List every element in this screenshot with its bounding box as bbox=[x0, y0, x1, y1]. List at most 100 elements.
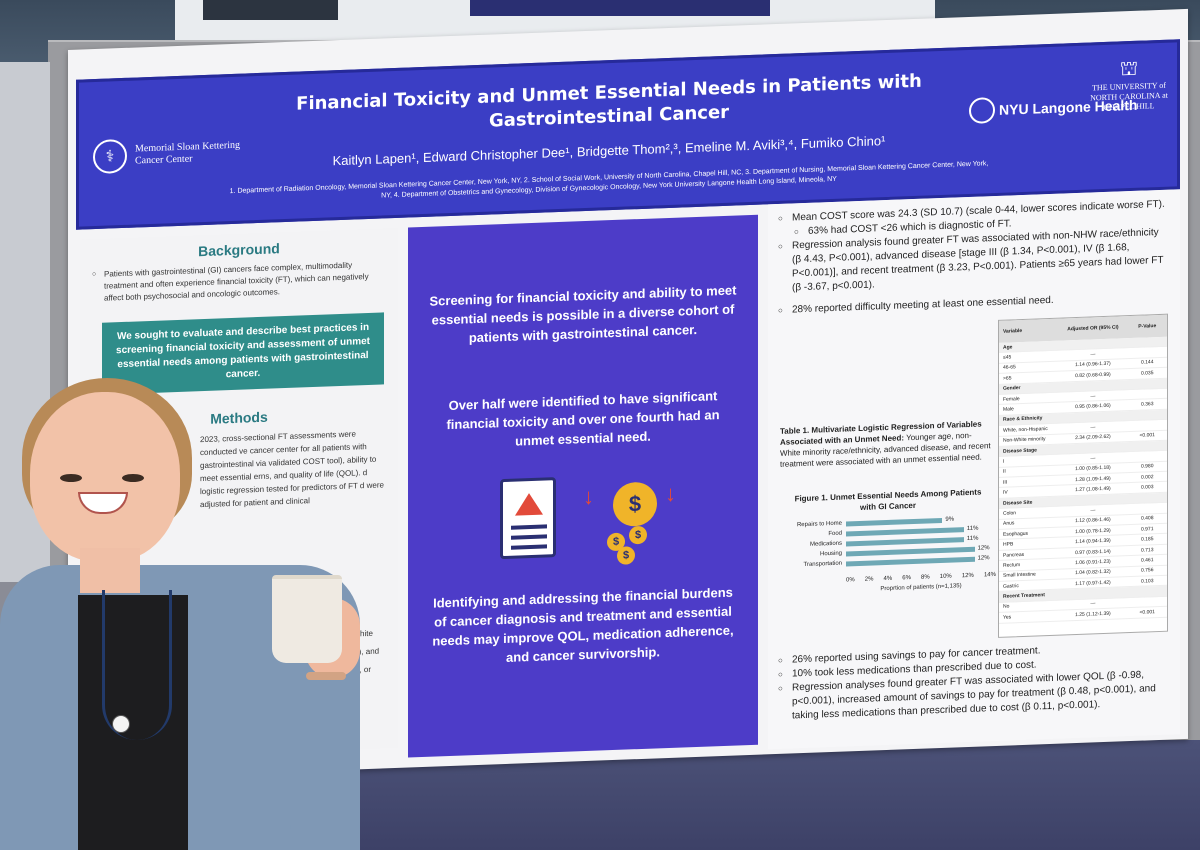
table-cell: IV bbox=[1003, 489, 1008, 496]
table-cell: 0.103 bbox=[1140, 577, 1154, 585]
table-cell: 2.34 (2.09-2.62) bbox=[1075, 433, 1111, 442]
table-cell: 0.713 bbox=[1140, 546, 1154, 554]
table-cell: <0.001 bbox=[1139, 608, 1155, 616]
table-cell: 1.14 (0.96-1.37) bbox=[1075, 361, 1111, 369]
figure-title: Figure 1. Unmet Essential Needs Among Pa… bbox=[794, 487, 982, 512]
table-cell: 0.035 bbox=[1140, 370, 1154, 377]
sign-dark-panel bbox=[203, 0, 338, 20]
table-cell: 0.363 bbox=[1140, 401, 1154, 408]
bar-value-label: 11% bbox=[966, 535, 979, 543]
nyu-torch-icon bbox=[969, 97, 995, 124]
table-cell: 1.06 (0.91-1.23) bbox=[1075, 558, 1111, 566]
key-finding-1: Screening for financial toxicity and abi… bbox=[429, 282, 737, 346]
x-tick-label: 14% bbox=[983, 571, 996, 579]
neck bbox=[80, 548, 140, 593]
odds-ratio-table: Variable Adjusted OR (95% CI) P-Value Ag… bbox=[998, 313, 1168, 638]
table-cell: 46-65 bbox=[1003, 364, 1016, 372]
table-cell: II bbox=[1003, 468, 1006, 476]
table-cell bbox=[1127, 393, 1167, 394]
poster-title: Financial Toxicity and Unmet Essential N… bbox=[279, 69, 939, 141]
table-cell: 0.002 bbox=[1140, 473, 1154, 481]
table-cell bbox=[1058, 447, 1127, 450]
table-cell: — bbox=[1090, 351, 1096, 358]
table-cell: HPB bbox=[1003, 541, 1014, 548]
paper-coffee-cup bbox=[272, 575, 342, 663]
table-cell bbox=[1127, 508, 1167, 509]
table-cell: 1.12 (0.86-1.46) bbox=[1075, 517, 1111, 525]
table-cell bbox=[1127, 414, 1167, 415]
table-cell: — bbox=[1090, 455, 1096, 462]
table-cell: 0.461 bbox=[1140, 557, 1154, 564]
msk-logo: ⚕ Memorial Sloan Kettering Cancer Center bbox=[93, 135, 245, 175]
lanyard-badge-icon bbox=[112, 715, 130, 733]
table-cell: I bbox=[1003, 458, 1005, 465]
x-axis-ticks: 0% 2% 4% 6% 8% 10% 12% 14% bbox=[846, 571, 996, 584]
results-bottom: 26% reported using savings to pay for ca… bbox=[768, 639, 1180, 724]
table-cell bbox=[1127, 591, 1167, 592]
eye bbox=[122, 474, 144, 482]
eye bbox=[60, 474, 82, 482]
table-cell bbox=[1127, 383, 1167, 384]
middle-column: Screening for financial toxicity and abi… bbox=[408, 214, 758, 758]
table-cell: Esophagus bbox=[1003, 530, 1029, 538]
table-cell: No bbox=[1003, 603, 1010, 611]
table-cell: 1.00 (0.85-1.18) bbox=[1075, 465, 1111, 473]
table-cell: 0.82 (0.68-0.99) bbox=[1075, 371, 1111, 379]
table-cell: ≤45 bbox=[1003, 354, 1012, 361]
money-bag-icon: ↓ $ ↓ $ $ $ bbox=[583, 473, 676, 565]
table-cell: — bbox=[1090, 392, 1096, 400]
sign-dark-panel bbox=[470, 0, 770, 16]
table-cell: >65 bbox=[1003, 375, 1012, 382]
table-cell: Disease Stage bbox=[1003, 447, 1037, 455]
table-cell: Male bbox=[1003, 406, 1014, 413]
table-cell: 1.00 (0.78-1.29) bbox=[1075, 527, 1111, 535]
x-tick-label: 10% bbox=[939, 573, 952, 581]
table-cell bbox=[1127, 352, 1167, 353]
x-axis-label: Proprtion of patients (n=1,135) bbox=[880, 583, 962, 593]
table-header: Variable bbox=[1003, 328, 1023, 335]
bar-value-label: 9% bbox=[945, 516, 955, 523]
table-cell bbox=[1058, 592, 1127, 595]
key-finding-2: Over half were identified to have signif… bbox=[446, 388, 720, 449]
table-cell: — bbox=[1090, 600, 1096, 607]
beaded-bracelet bbox=[306, 672, 346, 680]
table-cell: Disease Site bbox=[1003, 499, 1033, 507]
bar-value-label: 12% bbox=[977, 545, 990, 552]
table-cell bbox=[1058, 499, 1127, 502]
table-header: P-Value bbox=[1138, 323, 1157, 330]
table-cell: Race & Ethnicity bbox=[1003, 415, 1043, 424]
table-header: Adjusted OR (95% CI) bbox=[1067, 324, 1119, 333]
table-cell: Gender bbox=[1003, 385, 1021, 392]
table-cell: — bbox=[1090, 424, 1096, 431]
table-cell: Colon bbox=[1003, 510, 1017, 517]
table-cell: 0.97 (0.83-1.14) bbox=[1075, 548, 1111, 556]
presenter-person bbox=[0, 370, 370, 850]
table-cell: 1.25 (1.12-1.39) bbox=[1075, 610, 1111, 618]
x-tick-label: 2% bbox=[864, 576, 874, 583]
table-cell bbox=[1058, 416, 1127, 419]
icons-row: ↓ $ ↓ $ $ $ bbox=[408, 470, 758, 573]
x-tick-label: 8% bbox=[921, 574, 930, 581]
table-cell: 0.185 bbox=[1140, 536, 1154, 543]
unc-logo: ⛫ THE UNIVERSITY of NORTH CAROLINA at CH… bbox=[1084, 58, 1174, 113]
table-cell: <0.001 bbox=[1139, 432, 1155, 439]
table-cell bbox=[1127, 445, 1167, 446]
bar bbox=[846, 517, 943, 527]
table-cell: Yes bbox=[1003, 614, 1012, 621]
table-cell: 1.17 (0.97-1.42) bbox=[1075, 579, 1111, 587]
table-cell: Age bbox=[1003, 344, 1013, 351]
bar-value-label: 12% bbox=[977, 555, 990, 562]
table-cell: Female bbox=[1003, 395, 1020, 403]
table-cell bbox=[1127, 341, 1167, 342]
table-cell: 0.144 bbox=[1140, 359, 1154, 367]
x-tick-label: 0% bbox=[846, 577, 855, 584]
lanyard bbox=[102, 590, 172, 740]
table-cell: Pancreas bbox=[1003, 551, 1025, 559]
table-cell: 0.756 bbox=[1140, 567, 1154, 574]
msk-symbol-icon: ⚕ bbox=[93, 138, 127, 175]
table-cell bbox=[1127, 425, 1167, 426]
bar bbox=[846, 556, 975, 567]
table-cell: 0.971 bbox=[1140, 525, 1154, 533]
table-cell: Recent Treatment bbox=[1003, 592, 1045, 600]
table-cell: White, non-Hispanic bbox=[1003, 425, 1048, 434]
